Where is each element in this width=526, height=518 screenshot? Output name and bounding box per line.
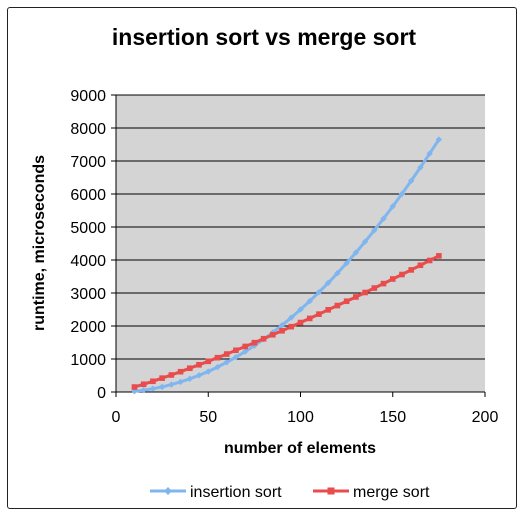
data-point [362,289,368,296]
data-point [334,270,341,277]
data-point [343,259,350,267]
data-point [251,339,258,346]
series-line-insertion-sort [134,138,441,393]
y-tick-label: 4000 [70,253,106,270]
data-point [408,177,415,184]
data-point [168,381,175,388]
plot-area [116,95,485,392]
y-tick-label: 1000 [70,352,106,369]
legend-marker [327,487,335,495]
data-point [371,285,378,291]
y-tick-label: 6000 [70,187,106,204]
data-point [278,321,286,329]
x-tick-label: 200 [472,409,499,426]
data-point [186,375,193,382]
legend-label: insertion sort [190,484,282,501]
data-point [177,378,184,386]
data-point [288,314,295,321]
data-point [205,358,212,365]
data-point [214,363,221,371]
y-tick-label: 5000 [70,220,106,237]
data-point [306,315,313,322]
chart-title: insertion sort vs merge sort [112,24,417,50]
data-point [168,372,175,378]
data-point [435,136,443,143]
y-axis-title: runtime, microseconds [31,155,48,331]
data-point [288,323,295,330]
y-tick-label: 2000 [70,319,106,336]
data-point [389,276,396,282]
data-point [380,280,387,287]
data-point [297,306,304,313]
series-line-merge-sort [133,254,440,389]
x-tick-label: 100 [287,409,314,426]
series-layer [131,136,443,395]
data-point [242,343,248,350]
data-point [187,365,193,372]
data-point [131,384,138,390]
data-point [241,348,249,355]
data-point [399,271,405,278]
x-tick-label: 50 [199,409,217,426]
data-point [260,335,267,342]
data-point [232,353,240,361]
legend-item-insertion-sort: insertion sort [150,484,282,501]
data-point [149,385,157,392]
data-point [426,257,433,264]
data-point [150,378,156,385]
data-point [325,307,331,313]
data-point [177,368,184,375]
data-point [270,331,276,338]
data-point [371,227,378,234]
data-point [316,311,322,317]
data-point [315,288,323,296]
x-tick-labels: 0 50 100 150 200 [112,409,499,426]
series-merge-sort [131,253,442,390]
x-tick-label: 150 [379,409,406,426]
data-point [306,297,313,305]
data-point [233,347,239,354]
data-point [361,238,369,245]
legend-item-merge-sort: merge sort [313,484,430,501]
data-point [426,150,433,157]
legend: insertion sort merge sort [150,484,430,501]
data-point [324,279,332,287]
data-point [334,302,341,309]
data-point [352,249,360,256]
data-point [140,386,147,394]
legend-marker [164,487,172,495]
data-point [159,375,165,381]
data-point [195,372,203,379]
data-point [417,164,424,171]
data-point [389,203,396,210]
data-point [380,215,387,222]
data-point [223,359,230,366]
data-point [398,190,406,198]
data-point [140,381,147,388]
y-tick-label: 3000 [70,286,106,303]
data-point [297,319,304,326]
data-point [214,354,221,361]
data-point [196,361,202,368]
x-tick-label: 0 [112,409,121,426]
legend-label: merge sort [353,484,430,501]
series-insertion-sort [131,136,443,395]
data-point [223,351,230,357]
data-point [417,262,424,269]
data-point [353,294,359,300]
data-point [205,368,212,375]
y-tick-labels: 0 1000 2000 3000 4000 5000 6000 7000 8000 9000 [70,88,106,402]
data-point [343,298,350,305]
data-point [158,383,166,391]
data-point [279,327,285,334]
y-tick-label: 8000 [70,121,106,138]
x-axis-title: number of elements [224,440,376,457]
data-point [436,253,442,259]
y-tick-label: 9000 [70,88,106,105]
y-tick-label: 7000 [70,154,106,171]
y-tick-label: 0 [97,385,106,402]
data-point [408,267,414,273]
